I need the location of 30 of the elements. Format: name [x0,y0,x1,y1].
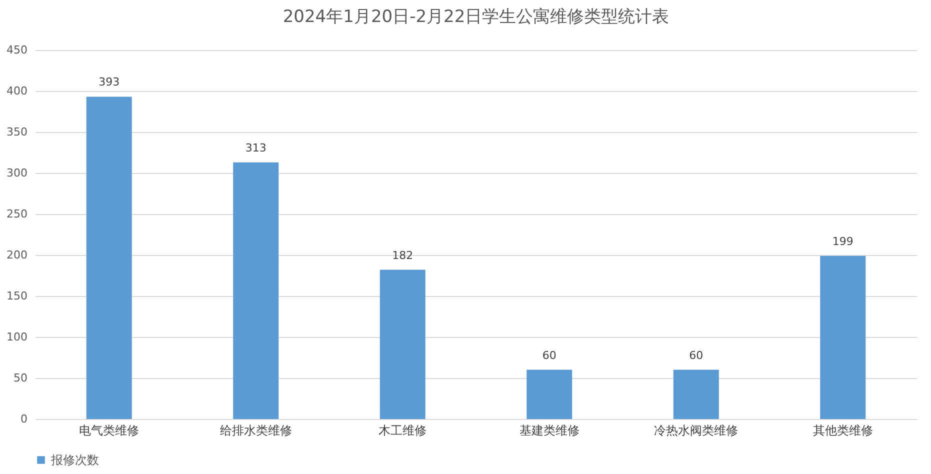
data-label: 313 [245,141,266,154]
y-tick-label: 0 [20,412,28,426]
bar [380,270,426,419]
x-tick-label: 木工维修 [378,424,427,438]
x-tick-label: 给排水类维修 [220,424,292,438]
x-tick-label: 电气类维修 [79,424,140,438]
y-tick-label: 100 [6,330,28,344]
chart-title: 2024年1月20日-2月22日学生公寓维修类型统计表 [282,7,670,27]
legend-label: 报修次数 [50,453,99,467]
y-tick-label: 200 [6,248,28,262]
y-tick-label: 300 [6,166,28,180]
data-label: 60 [689,348,704,362]
x-tick-label: 基建类维修 [519,424,580,438]
x-tick-label: 冷热水阀类维修 [654,424,738,438]
bar [673,370,719,419]
y-tick-label: 150 [6,290,28,302]
y-tick-label: 50 [14,372,28,384]
y-tick-label: 400 [6,84,28,98]
data-label: 60 [542,348,556,362]
x-tick-label: 其他类维修 [812,424,873,438]
bar [86,96,132,419]
data-label: 182 [392,248,414,262]
y-tick-label: 450 [6,44,28,56]
bar [820,256,866,419]
data-label: 393 [98,76,120,89]
y-tick-label: 350 [6,126,28,138]
y-tick-label: 250 [6,208,28,220]
bar [233,162,279,419]
data-label: 199 [832,234,854,248]
bar [526,370,572,419]
